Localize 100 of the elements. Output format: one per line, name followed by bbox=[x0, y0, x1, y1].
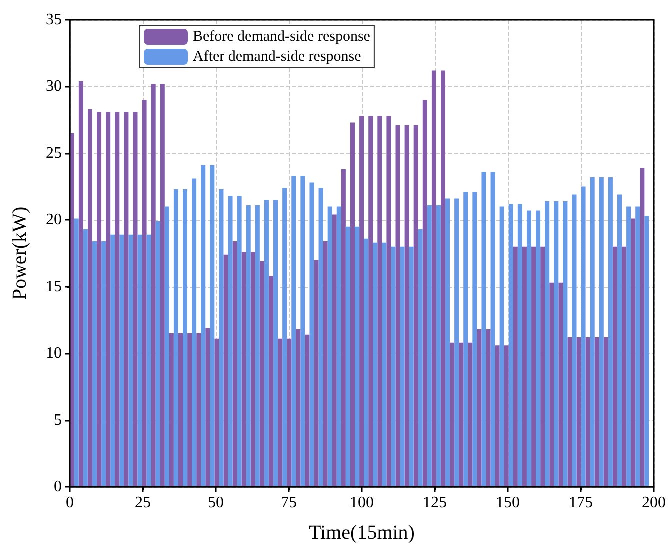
bar bbox=[368, 116, 374, 487]
bar bbox=[92, 241, 97, 487]
x-tick-label: 50 bbox=[208, 494, 224, 512]
bar bbox=[563, 201, 568, 487]
bar bbox=[396, 125, 400, 487]
bar bbox=[183, 189, 188, 487]
bar bbox=[237, 196, 242, 487]
bar bbox=[508, 204, 514, 487]
bar bbox=[360, 116, 364, 487]
bar bbox=[644, 216, 650, 487]
x-axis-title: Time(15min) bbox=[309, 522, 415, 544]
bar bbox=[640, 168, 645, 487]
bar bbox=[314, 260, 319, 487]
y-tick-label: 10 bbox=[46, 345, 62, 362]
bar bbox=[558, 282, 564, 487]
bar bbox=[206, 328, 210, 487]
bar bbox=[142, 100, 147, 487]
bar bbox=[554, 201, 559, 487]
bar bbox=[477, 330, 482, 487]
bar bbox=[568, 338, 572, 487]
bar bbox=[192, 178, 197, 487]
x-tick-label: 150 bbox=[496, 494, 520, 512]
bar bbox=[500, 206, 504, 487]
bar bbox=[386, 116, 392, 487]
bar bbox=[532, 246, 536, 487]
bar bbox=[133, 112, 138, 487]
bar bbox=[618, 194, 622, 487]
x-tick-label: 125 bbox=[423, 494, 447, 512]
bar bbox=[404, 125, 410, 487]
bar bbox=[526, 210, 532, 487]
bar bbox=[115, 112, 120, 487]
bar bbox=[418, 229, 423, 487]
bar bbox=[224, 254, 228, 487]
bar bbox=[156, 221, 160, 487]
bar bbox=[495, 346, 500, 487]
bar bbox=[378, 116, 382, 487]
bar bbox=[169, 334, 174, 487]
bar bbox=[106, 112, 111, 487]
bar bbox=[83, 229, 88, 487]
bar bbox=[210, 165, 215, 487]
bar bbox=[102, 241, 106, 487]
bar bbox=[513, 246, 518, 487]
bar bbox=[472, 192, 478, 487]
bar bbox=[164, 206, 170, 487]
bar bbox=[540, 246, 546, 487]
bar bbox=[74, 218, 79, 487]
bar bbox=[124, 112, 129, 487]
bar bbox=[409, 246, 414, 487]
bar bbox=[594, 338, 600, 487]
bar bbox=[138, 234, 142, 487]
bar bbox=[604, 338, 608, 487]
bar bbox=[282, 188, 288, 487]
x-tick-label: 0 bbox=[66, 494, 74, 512]
bar bbox=[174, 189, 178, 487]
bar bbox=[292, 176, 296, 487]
bar bbox=[373, 242, 378, 487]
bar bbox=[414, 125, 418, 487]
bar bbox=[576, 338, 582, 487]
bar bbox=[219, 189, 224, 487]
bar bbox=[332, 214, 337, 487]
bar bbox=[346, 226, 350, 487]
x-tick-label: 175 bbox=[569, 494, 593, 512]
bar bbox=[328, 206, 332, 487]
y-tick-label: 35 bbox=[46, 12, 62, 28]
bar bbox=[300, 176, 306, 487]
bar bbox=[436, 205, 441, 487]
bar bbox=[545, 201, 550, 487]
bar bbox=[287, 338, 292, 487]
bar bbox=[518, 204, 522, 487]
bar bbox=[296, 330, 301, 487]
x-tick-label: 100 bbox=[350, 494, 374, 512]
bar bbox=[364, 238, 369, 487]
bar bbox=[255, 205, 260, 487]
bar bbox=[178, 334, 184, 487]
bar bbox=[318, 188, 324, 487]
bar bbox=[572, 194, 577, 487]
legend-label: Before demand-side response bbox=[193, 29, 371, 45]
bar bbox=[305, 334, 310, 487]
bar bbox=[341, 169, 346, 487]
bar bbox=[427, 205, 432, 487]
bar bbox=[382, 242, 387, 487]
bar bbox=[441, 70, 446, 487]
bar bbox=[490, 172, 496, 487]
bar bbox=[274, 200, 278, 487]
bar bbox=[128, 234, 134, 487]
bar bbox=[522, 246, 527, 487]
bar bbox=[232, 241, 238, 487]
y-tick-label: 0 bbox=[54, 478, 62, 496]
bar bbox=[323, 241, 328, 487]
x-tick-label: 25 bbox=[135, 494, 151, 512]
bar bbox=[636, 206, 640, 487]
bar bbox=[97, 112, 102, 487]
bar bbox=[626, 206, 632, 487]
bar bbox=[504, 346, 509, 487]
bar bbox=[631, 218, 636, 487]
bar bbox=[201, 165, 206, 487]
bar bbox=[146, 234, 152, 487]
bar bbox=[160, 84, 165, 487]
y-axis-title: Power(kW) bbox=[9, 206, 31, 300]
x-tick-label: 200 bbox=[642, 494, 666, 512]
